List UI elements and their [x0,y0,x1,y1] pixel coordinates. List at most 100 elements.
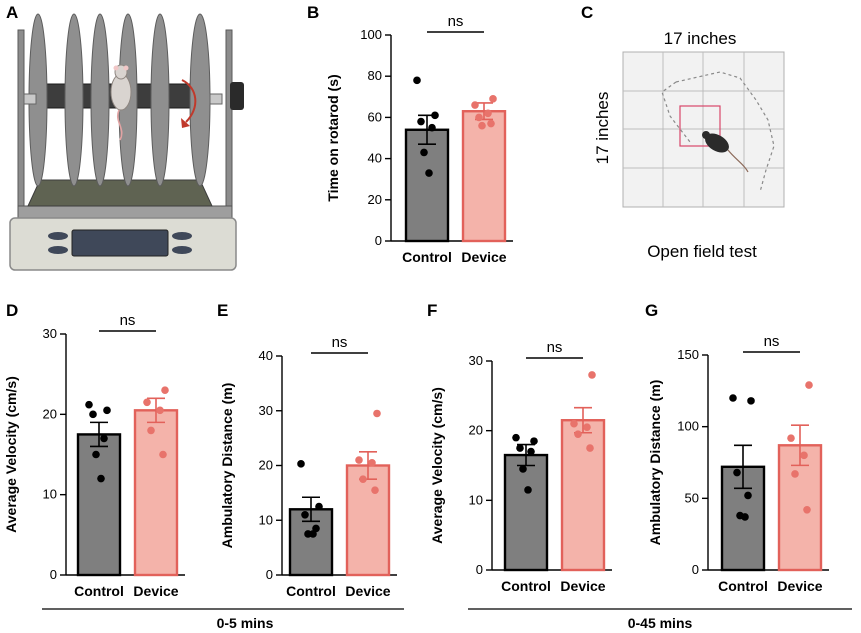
data-point-device [478,121,486,130]
y-axis-label: Average Velocity (cm/s) [3,376,19,533]
y-tick-label: 10 [469,492,483,507]
data-point-device [143,398,151,407]
category-label: Control [286,583,336,599]
data-point-device [156,406,164,415]
rotation-arrow [181,79,197,123]
center-zone [679,105,721,147]
data-point-device [586,444,594,452]
panel-label-f: F [427,301,437,320]
y-tick-label: 30 [259,403,273,418]
mouse-on-rod [110,64,132,141]
category-label: Device [345,583,390,599]
category-label: Control [718,578,768,594]
bar-control [76,433,122,577]
y-tick-label: 30 [43,326,57,341]
data-point-control [733,468,741,477]
category-label: Device [461,249,506,265]
data-point-device [570,419,578,428]
bar-control [404,128,450,243]
y-tick-label: 30 [469,353,483,368]
y-tick-label: 20 [259,458,273,473]
data-point-control [85,400,93,409]
category-label: Device [560,578,605,594]
data-point-device [484,109,492,118]
y-tick-label: 20 [469,423,483,438]
significance-label: ns [448,13,464,30]
y-tick-label: 0 [50,567,57,582]
bar-device [560,419,606,572]
data-point-control [527,447,535,456]
open-field-caption: Open field test [647,242,757,261]
y-tick-label: 10 [43,487,57,502]
y-tick-label: 80 [368,68,382,83]
data-point-control [729,394,737,402]
data-point-control [100,434,108,443]
data-point-control [428,123,436,132]
significance-label: ns [547,339,563,356]
data-point-device [371,486,379,494]
group-label-long: 0-45 mins [628,615,693,631]
y-tick-label: 0 [692,562,699,577]
category-label: Control [74,583,124,599]
data-point-device [805,381,813,389]
data-point-device [159,450,167,459]
panel-label-c: C [581,3,593,22]
data-point-control [92,450,100,459]
y-tick-label: 20 [43,406,57,421]
y-tick-label: 0 [476,562,483,577]
y-tick-label: 100 [360,27,382,42]
bar-control [503,453,549,572]
data-point-control [524,486,532,494]
significance-label: ns [764,333,780,350]
category-label: Device [777,578,822,594]
data-point-control [89,410,97,419]
bar-device [133,409,179,577]
panel-label-b: B [307,3,319,22]
data-point-control [413,76,421,85]
data-point-device [583,423,591,431]
data-point-control [309,530,317,538]
y-tick-label: 100 [677,419,699,434]
y-tick-label: 10 [259,512,273,527]
chart-g: 0 50 100 150 Ambulatory Distance (m) Control D… [647,333,829,594]
panel-label-e: E [217,301,228,320]
y-tick-label: 50 [685,490,699,505]
data-point-device [787,434,795,442]
data-point-device [359,475,367,483]
data-point-device [373,409,381,418]
data-point-control [516,444,524,452]
data-point-control [297,460,305,468]
arena-mouse [702,131,749,173]
y-tick-label: 0 [266,567,273,582]
y-tick-label: 40 [368,151,382,166]
category-label: Device [133,583,178,599]
data-point-control [420,148,428,157]
data-point-device [471,101,479,109]
data-point-control [315,502,323,511]
chart-d: 0 10 20 30 Average Velocity (cm/s) Control Dev… [3,312,185,599]
y-tick-label: 40 [259,348,273,363]
significance-label: ns [332,334,348,351]
data-point-device [355,456,363,464]
data-point-control [425,169,433,177]
data-point-device [800,451,808,460]
rotarod-illustration [9,13,244,271]
data-point-device [368,458,376,467]
data-point-device [475,113,483,122]
data-point-device [803,506,811,514]
chart-e: 0 10 20 30 40 Ambulatory Distance (m) Control D… [219,334,397,599]
data-point-control [103,406,111,415]
data-point-control [744,491,752,500]
y-tick-label: 0 [375,233,382,248]
bar-device [345,464,391,577]
data-point-control [747,397,755,405]
category-label: Control [501,578,551,594]
data-point-control [417,117,425,126]
data-point-control [741,513,749,521]
bar-device [461,110,507,243]
panel-label-g: G [645,301,658,320]
panel-label-a: A [6,3,18,22]
y-axis-label: Average Velocity (cm/s) [429,387,445,544]
arena-grid [623,52,784,207]
